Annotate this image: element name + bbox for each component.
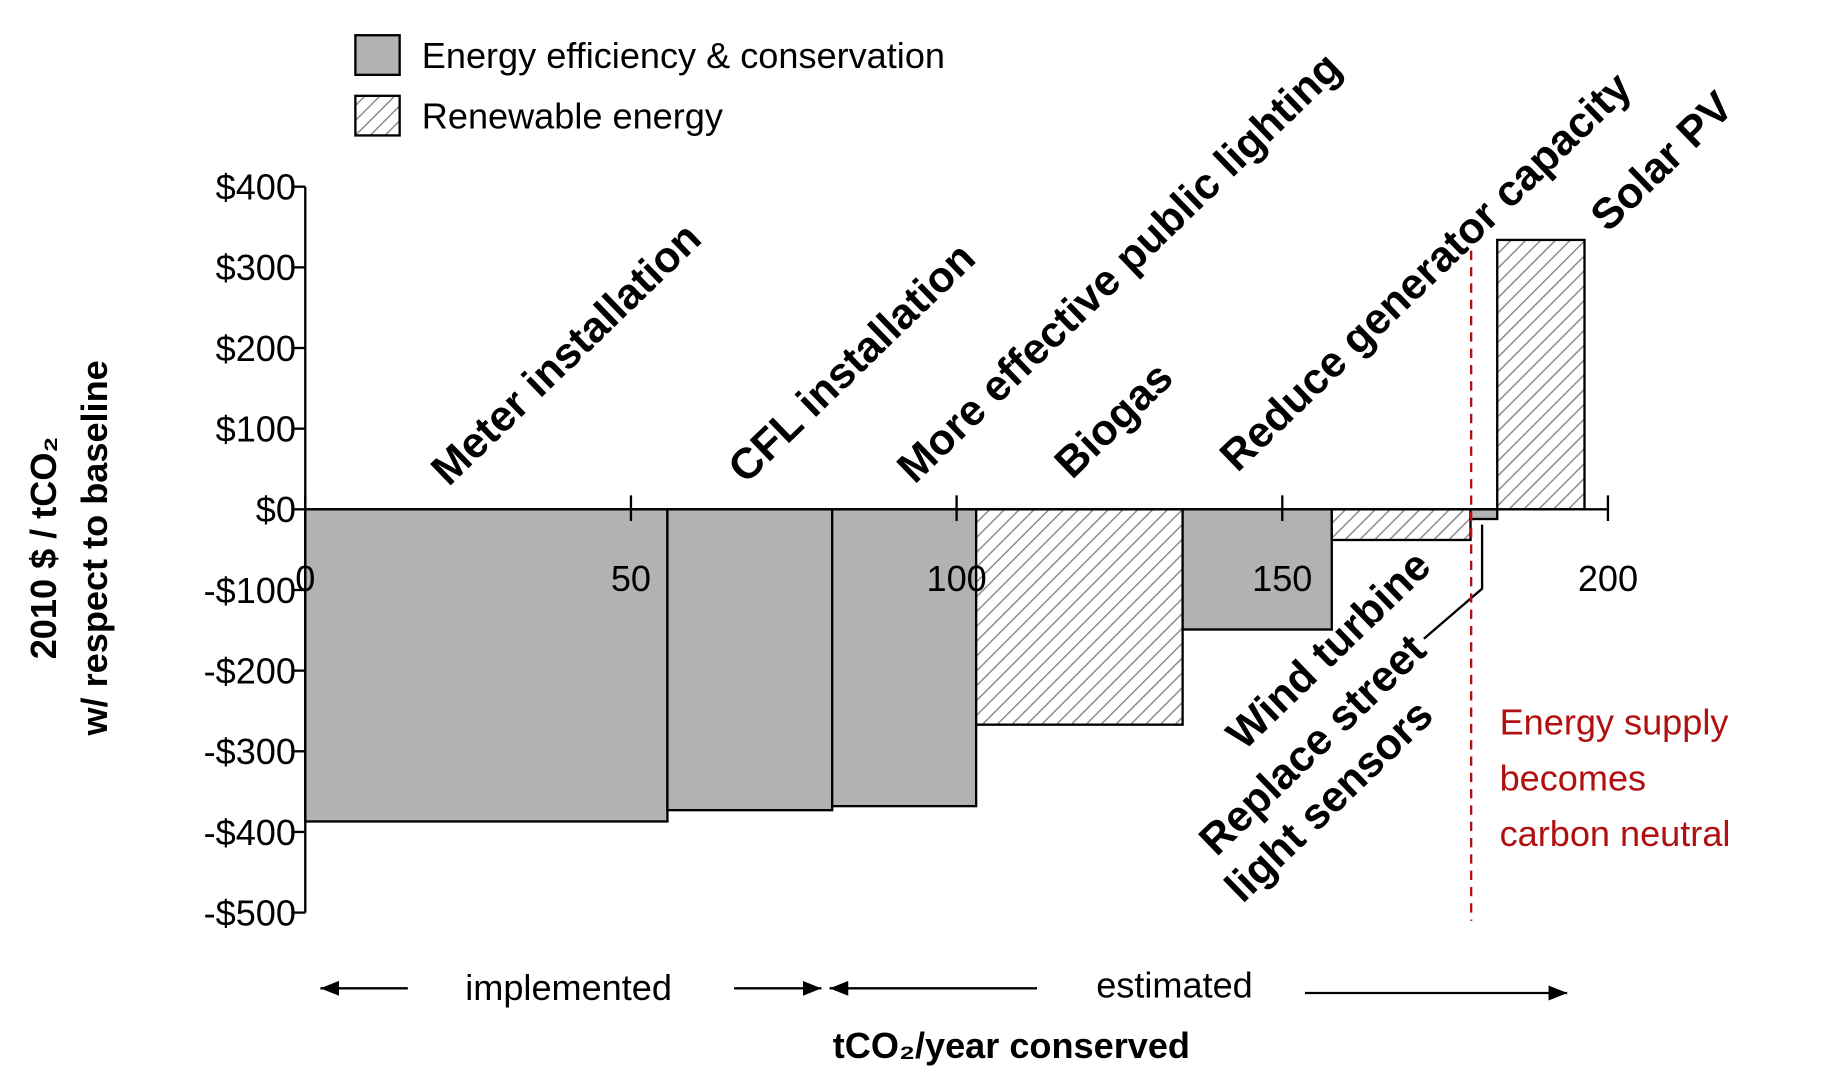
bar bbox=[304, 508, 669, 823]
x-tick-label: 150 bbox=[1252, 558, 1312, 599]
category-label: Biogas bbox=[1046, 353, 1183, 487]
bar bbox=[1496, 238, 1586, 511]
bar bbox=[974, 508, 1184, 726]
x-tick-label: 200 bbox=[1578, 558, 1638, 599]
y-axis-label: w/ respect to baseline bbox=[74, 360, 115, 736]
y-tick-label: $100 bbox=[216, 408, 296, 449]
x-tick-label: 0 bbox=[295, 558, 315, 599]
annotation: becomes bbox=[1500, 757, 1647, 798]
y-tick-label: -$200 bbox=[204, 650, 296, 691]
y-tick-label: $0 bbox=[256, 489, 296, 530]
y-tick-label: -$100 bbox=[204, 570, 296, 611]
x-tick-label: 100 bbox=[926, 558, 986, 599]
y-tick-label: $300 bbox=[216, 247, 296, 288]
legend-swatch bbox=[354, 34, 401, 77]
annotation: carbon neutral bbox=[1500, 813, 1731, 854]
bar bbox=[1181, 508, 1333, 631]
y-tick-label: -$300 bbox=[204, 731, 296, 772]
y-axis-label: 2010 $ / tCO₂ bbox=[23, 437, 64, 660]
category-label: Meter installation bbox=[422, 214, 710, 495]
x-tick-label: 50 bbox=[611, 558, 651, 599]
legend-label: Energy efficiency & conservation bbox=[422, 35, 945, 76]
y-tick-label: -$500 bbox=[204, 892, 296, 933]
leader-line bbox=[1423, 524, 1484, 640]
x-axis-label: tCO₂/year conserved bbox=[833, 1025, 1190, 1066]
bar bbox=[666, 508, 834, 812]
bar bbox=[1330, 508, 1472, 542]
bar bbox=[1469, 508, 1499, 521]
annotation: Energy supply bbox=[1500, 701, 1729, 742]
phase-label: implemented bbox=[465, 967, 672, 1008]
y-tick-label: -$400 bbox=[204, 812, 296, 853]
phase-label: estimated bbox=[1096, 965, 1253, 1006]
y-tick-label: $400 bbox=[216, 167, 296, 208]
legend-swatch bbox=[354, 94, 401, 137]
bar bbox=[831, 508, 978, 808]
y-tick-label: $200 bbox=[216, 328, 296, 369]
legend-label: Renewable energy bbox=[422, 95, 723, 136]
